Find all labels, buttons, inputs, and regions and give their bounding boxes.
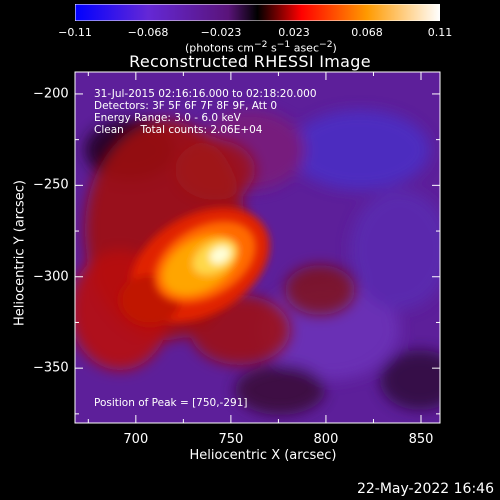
annotation-detectors: Detectors: 3F 5F 6F 7F 8F 9F, Att 0 (94, 100, 278, 112)
annotation-counts: Clean Total counts: 2.06E+04 (94, 124, 263, 136)
y-tick-label: −200 (33, 86, 69, 102)
axis-ticks (75, 72, 440, 423)
x-tick-label: 800 (313, 432, 339, 447)
x-axis-title: Heliocentric X (arcsec) (189, 448, 337, 463)
x-tick-label: 750 (218, 432, 244, 447)
colorbar-tick-label: −0.11 (58, 26, 92, 39)
annotation-time: 31-Jul-2015 02:16:16.000 to 02:18:20.000 (94, 88, 317, 100)
y-tick-label: −300 (33, 269, 69, 285)
colorbar-tick-label: −0.068 (127, 26, 169, 39)
plot-title: Reconstructed RHESSI Image (129, 52, 371, 71)
x-tick-label: 850 (408, 432, 434, 447)
colorbar-tick-label: 0.11 (427, 26, 453, 39)
colorbar-units: (photons cm−2 s−1 asec−2) (185, 39, 337, 55)
timestamp: 22-May-2022 16:46 (356, 481, 494, 497)
peak-position-label: Position of Peak = [750,-291] (94, 397, 248, 409)
y-tick-label: −250 (33, 177, 69, 193)
y-axis-title: Heliocentric Y (arcsec) (12, 180, 28, 326)
x-tick-label: 700 (123, 432, 149, 447)
emission-map (75, 72, 440, 423)
colorbar (75, 4, 440, 21)
colorbar-tick-label: −0.023 (200, 26, 242, 39)
annotation-energy: Energy Range: 3.0 - 6.0 keV (94, 112, 241, 124)
y-tick-label: −350 (33, 360, 69, 376)
colorbar-tick-label: 0.068 (351, 26, 383, 39)
colorbar-tick-label: 0.023 (278, 26, 310, 39)
